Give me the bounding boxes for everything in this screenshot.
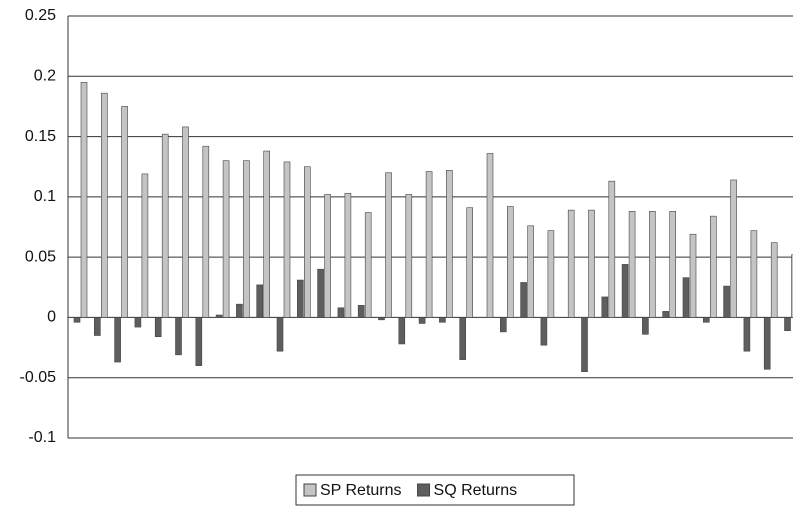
bar [649, 211, 656, 318]
bar [182, 126, 189, 318]
bar [317, 268, 324, 318]
bar [770, 242, 778, 318]
bar [466, 207, 474, 318]
bar [134, 317, 142, 328]
bar [439, 317, 446, 323]
bar [364, 212, 372, 318]
bar [628, 211, 636, 318]
bar [601, 296, 609, 318]
bar [621, 264, 629, 318]
bar [418, 317, 426, 324]
y-tick-label: 0.1 [34, 188, 56, 205]
bar [581, 317, 588, 372]
bar [689, 233, 697, 318]
y-tick-label: -0.1 [28, 429, 56, 446]
bar [243, 160, 250, 318]
bar [547, 230, 555, 318]
bar [642, 317, 649, 335]
bar [608, 180, 616, 318]
bar [506, 206, 514, 318]
y-tick-label: 0.05 [25, 248, 56, 265]
bar [743, 317, 751, 352]
bar [486, 153, 494, 318]
bar [446, 170, 453, 318]
bar [682, 277, 690, 318]
bar [709, 215, 717, 318]
bar [385, 172, 392, 318]
bar [215, 314, 223, 318]
bar [256, 284, 264, 318]
bar [303, 166, 311, 318]
y-tick-label: 0.15 [25, 128, 56, 145]
bar [763, 317, 771, 370]
bar [398, 317, 406, 345]
y-tick-label: -0.05 [20, 369, 57, 386]
bar [499, 317, 507, 333]
legend-swatch [303, 483, 317, 497]
bar [588, 209, 595, 318]
bar [101, 92, 108, 318]
legend-box [295, 474, 575, 506]
bar [121, 106, 128, 318]
bar [527, 225, 534, 318]
bar [283, 161, 291, 318]
y-tick-label: 0 [47, 309, 56, 326]
bar [80, 82, 88, 318]
bar [324, 194, 331, 318]
bar [236, 303, 243, 318]
bar [222, 160, 230, 318]
bar [669, 211, 677, 318]
bar [337, 307, 345, 318]
bar [344, 192, 352, 318]
bar [750, 230, 758, 318]
y-tick-label: 0.2 [34, 68, 56, 85]
bar [263, 150, 271, 318]
bar [195, 317, 203, 366]
bar [114, 317, 121, 363]
bar [540, 317, 548, 346]
bar [378, 317, 385, 321]
bar [405, 194, 413, 318]
bar [357, 305, 365, 318]
bar [730, 179, 737, 318]
bar [202, 145, 210, 318]
bar [296, 279, 304, 318]
bar [520, 282, 527, 318]
bar [791, 254, 793, 318]
bar [662, 311, 670, 318]
bar [276, 317, 284, 352]
bar [459, 317, 467, 360]
bar [425, 171, 433, 318]
bar [784, 317, 791, 331]
bar [702, 317, 710, 323]
y-tick-label: 0.25 [25, 7, 56, 24]
bar [141, 173, 149, 318]
bar [154, 317, 162, 338]
legend-label: SQ Returns [434, 482, 518, 499]
bar [175, 317, 182, 356]
legend-swatch [417, 483, 431, 497]
legend-label: SP Returns [320, 482, 402, 499]
bar [94, 317, 101, 336]
bar [73, 317, 81, 323]
bar [567, 209, 575, 318]
bar [161, 133, 169, 318]
bar [723, 285, 730, 318]
